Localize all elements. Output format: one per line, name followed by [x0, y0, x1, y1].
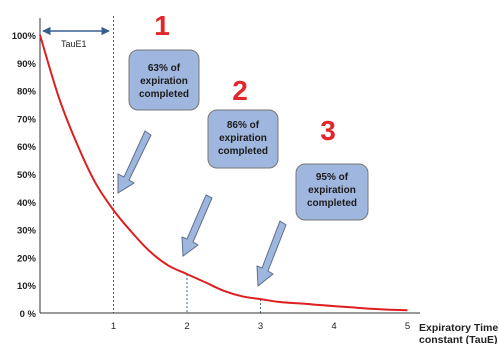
y-tick-label: 10%	[17, 281, 37, 292]
y-tick-labels: 0 % 10% 20% 30% 40% 50% 60% 70% 80% 90% 100%	[12, 31, 37, 320]
y-tick-label: 20%	[17, 253, 37, 264]
tau-label: TauE1	[61, 39, 87, 49]
callout-box-2	[207, 109, 279, 169]
x-tick-label: 4	[331, 321, 336, 332]
callout-text-2-line-3: completed	[218, 146, 268, 157]
callout-arrow-3	[256, 220, 287, 288]
axes	[39, 18, 420, 314]
y-tick-label: 60%	[17, 142, 37, 153]
y-tick-label: 90%	[17, 59, 37, 70]
x-axis-label-line-2: constant (TauE)	[419, 334, 498, 344]
y-tick-label: 80%	[17, 87, 37, 98]
time-constant-markers	[113, 16, 261, 313]
callout-text-1-line-3: completed	[139, 89, 189, 100]
y-tick-label: 100%	[12, 31, 37, 42]
callout-text-3-line-2: expiration	[308, 185, 356, 196]
callout-text-3-line-3: completed	[307, 198, 357, 209]
callout-box-1	[128, 49, 200, 111]
callout-arrow-2	[181, 194, 213, 257]
tau-bracket: TauE1	[42, 26, 110, 49]
callout-box-3	[295, 163, 369, 221]
x-tick-label: 5	[405, 321, 410, 332]
callout-text-1-line-1: 63% of	[148, 63, 181, 74]
callout-1: 1 63% of expiration completed	[128, 10, 200, 111]
callout-arrow-1	[117, 130, 152, 194]
x-tick-labels: 1 2 3 4 5	[111, 321, 410, 332]
callout-number-3: 3	[320, 115, 336, 146]
callout-3: 3 95% of expiration completed	[295, 115, 369, 221]
callout-2: 2 86% of expiration completed	[207, 75, 279, 169]
callout-text-2-line-1: 86% of	[227, 120, 260, 131]
x-tick-label: 3	[258, 321, 263, 332]
x-tick-label: 2	[184, 321, 189, 332]
y-tick-label: 70%	[17, 114, 37, 125]
callout-text-2-line-2: expiration	[219, 133, 267, 144]
x-tick-label: 1	[111, 321, 116, 332]
callout-number-2: 2	[232, 75, 248, 106]
y-tick-label: 0 %	[20, 309, 37, 320]
y-tick-label: 30%	[17, 226, 37, 237]
callout-text-1-line-2: expiration	[140, 76, 188, 87]
callout-arrows	[117, 130, 287, 288]
callout-text-3-line-1: 95% of	[316, 172, 349, 183]
x-axis-label-line-1: Expiratory Time	[419, 322, 498, 334]
callout-number-1: 1	[154, 10, 170, 41]
y-tick-label: 40%	[17, 198, 37, 209]
y-tick-label: 50%	[17, 170, 37, 181]
series-line-exhale-volume	[39, 34, 408, 312]
